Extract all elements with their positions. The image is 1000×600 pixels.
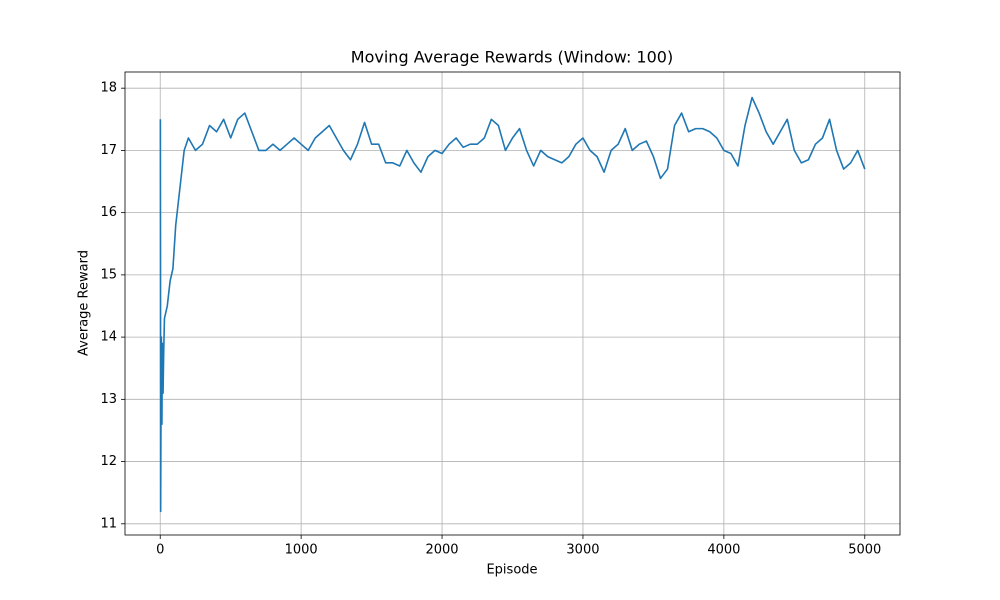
x-tick-label: 0 [156,543,164,558]
x-tick-label: 5000 [848,543,881,558]
x-tick-label: 2000 [425,543,458,558]
y-tick-label: 18 [100,81,117,96]
y-tick-label: 12 [100,454,117,469]
y-tick-label: 14 [100,330,117,345]
x-tick-label: 1000 [285,543,318,558]
y-axis-label: Average Reward [77,250,92,356]
chart-title: Moving Average Rewards (Window: 100) [351,48,673,67]
x-axis-label: Episode [486,563,537,578]
y-tick-label: 11 [100,516,117,531]
x-tick-label: 4000 [707,543,740,558]
y-tick-label: 15 [100,267,117,282]
y-tick-label: 17 [100,143,117,158]
data-line [159,96,866,513]
y-tick-label: 13 [100,392,117,407]
y-tick-label: 16 [100,205,117,220]
plot-frame [124,71,901,536]
x-tick-label: 3000 [566,543,599,558]
